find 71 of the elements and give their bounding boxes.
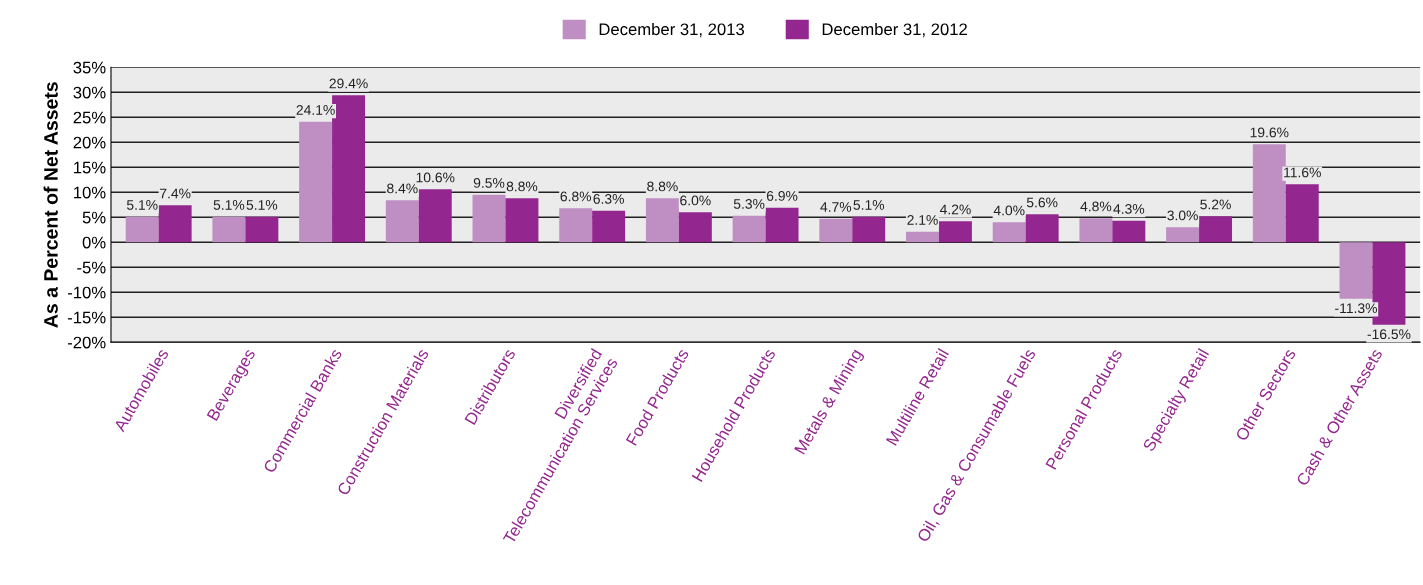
data-label: 8.8% bbox=[647, 181, 678, 192]
bar bbox=[505, 198, 539, 243]
y-tick-label: -10% bbox=[67, 286, 106, 299]
data-label: 5.6% bbox=[1026, 197, 1058, 208]
bar bbox=[992, 222, 1026, 243]
y-tick-label: 10% bbox=[74, 186, 106, 199]
data-label: 5.1% bbox=[246, 200, 278, 210]
y-tick-label: 5% bbox=[82, 211, 106, 224]
bar bbox=[1166, 227, 1200, 243]
data-label: -11.3% bbox=[1335, 303, 1377, 314]
bar bbox=[1025, 214, 1059, 243]
y-tick-label: -20% bbox=[67, 336, 106, 349]
legend-label: December 31, 2012 bbox=[822, 22, 967, 38]
y-tick-label: 0% bbox=[82, 236, 106, 249]
bar bbox=[1199, 216, 1233, 243]
data-label: 6.3% bbox=[593, 194, 624, 204]
data-label: 3.0% bbox=[1167, 210, 1198, 221]
data-label: 5.1% bbox=[853, 200, 885, 210]
bar bbox=[158, 205, 192, 243]
bar bbox=[1339, 242, 1373, 299]
data-label: -16.5% bbox=[1367, 329, 1411, 340]
data-label: 4.0% bbox=[993, 205, 1025, 216]
data-label: 4.8% bbox=[1080, 201, 1112, 212]
bar bbox=[559, 208, 593, 243]
y-tick-label: 20% bbox=[73, 136, 106, 149]
y-axis-title: As a Percent of Net Assets bbox=[43, 82, 58, 328]
bar bbox=[678, 212, 712, 243]
data-label: 29.4% bbox=[329, 78, 368, 89]
data-label: 5.2% bbox=[1200, 199, 1231, 210]
bar bbox=[592, 210, 626, 243]
bar bbox=[765, 207, 799, 243]
bar bbox=[472, 194, 506, 243]
data-label: 10.6% bbox=[416, 172, 455, 183]
bar bbox=[1285, 184, 1319, 243]
bar bbox=[212, 216, 246, 243]
bar bbox=[125, 216, 159, 243]
data-label: 9.5% bbox=[473, 178, 505, 188]
data-label: 5.3% bbox=[733, 199, 765, 209]
bar bbox=[1252, 144, 1286, 243]
data-label: 6.8% bbox=[560, 191, 592, 202]
legend-label: December 31, 2013 bbox=[599, 22, 745, 38]
y-tick-label: -15% bbox=[67, 311, 106, 324]
bar bbox=[819, 218, 853, 243]
data-label: 4.7% bbox=[820, 202, 852, 212]
bar bbox=[385, 200, 419, 243]
bar bbox=[906, 231, 939, 243]
data-label: 8.8% bbox=[506, 181, 538, 192]
data-label: 2.1% bbox=[907, 215, 938, 225]
bar bbox=[1079, 218, 1113, 243]
bar bbox=[418, 189, 452, 243]
data-label: 4.2% bbox=[939, 204, 971, 215]
data-label: 4.3% bbox=[1113, 204, 1145, 214]
y-tick-label: 15% bbox=[74, 161, 106, 174]
data-label: 19.6% bbox=[1250, 127, 1289, 138]
data-label: 24.1% bbox=[296, 105, 335, 115]
bar bbox=[245, 216, 279, 243]
bar bbox=[852, 216, 886, 243]
y-tick-label: 25% bbox=[73, 111, 106, 124]
y-tick-label: -5% bbox=[77, 261, 106, 274]
data-label: 7.4% bbox=[160, 188, 191, 199]
bar bbox=[732, 215, 766, 243]
data-label: 5.1% bbox=[126, 200, 158, 210]
data-label: 8.4% bbox=[387, 183, 418, 194]
data-label: 6.0% bbox=[680, 195, 711, 206]
data-label: 11.6% bbox=[1284, 167, 1321, 178]
data-label: 5.1% bbox=[213, 200, 245, 210]
bar bbox=[645, 198, 679, 243]
bar bbox=[938, 221, 972, 243]
data-label: 6.9% bbox=[766, 191, 798, 201]
y-tick-label: 30% bbox=[73, 86, 106, 99]
y-tick-label: 35% bbox=[73, 61, 106, 74]
